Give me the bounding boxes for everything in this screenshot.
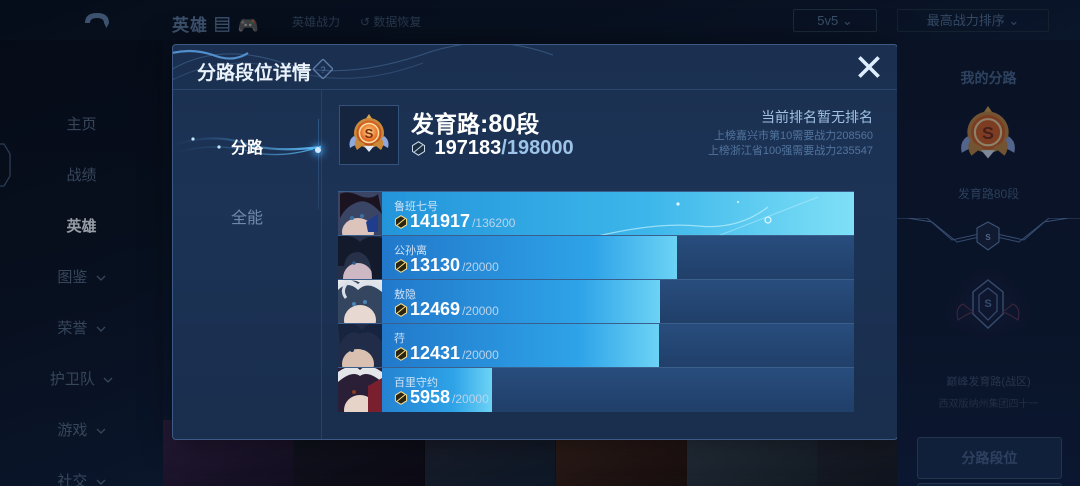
svg-text:S: S [984,298,991,310]
svg-text:?: ? [320,65,325,75]
svg-text:S: S [985,233,991,242]
svg-text:S: S [365,126,374,141]
svg-text:S: S [982,123,994,143]
